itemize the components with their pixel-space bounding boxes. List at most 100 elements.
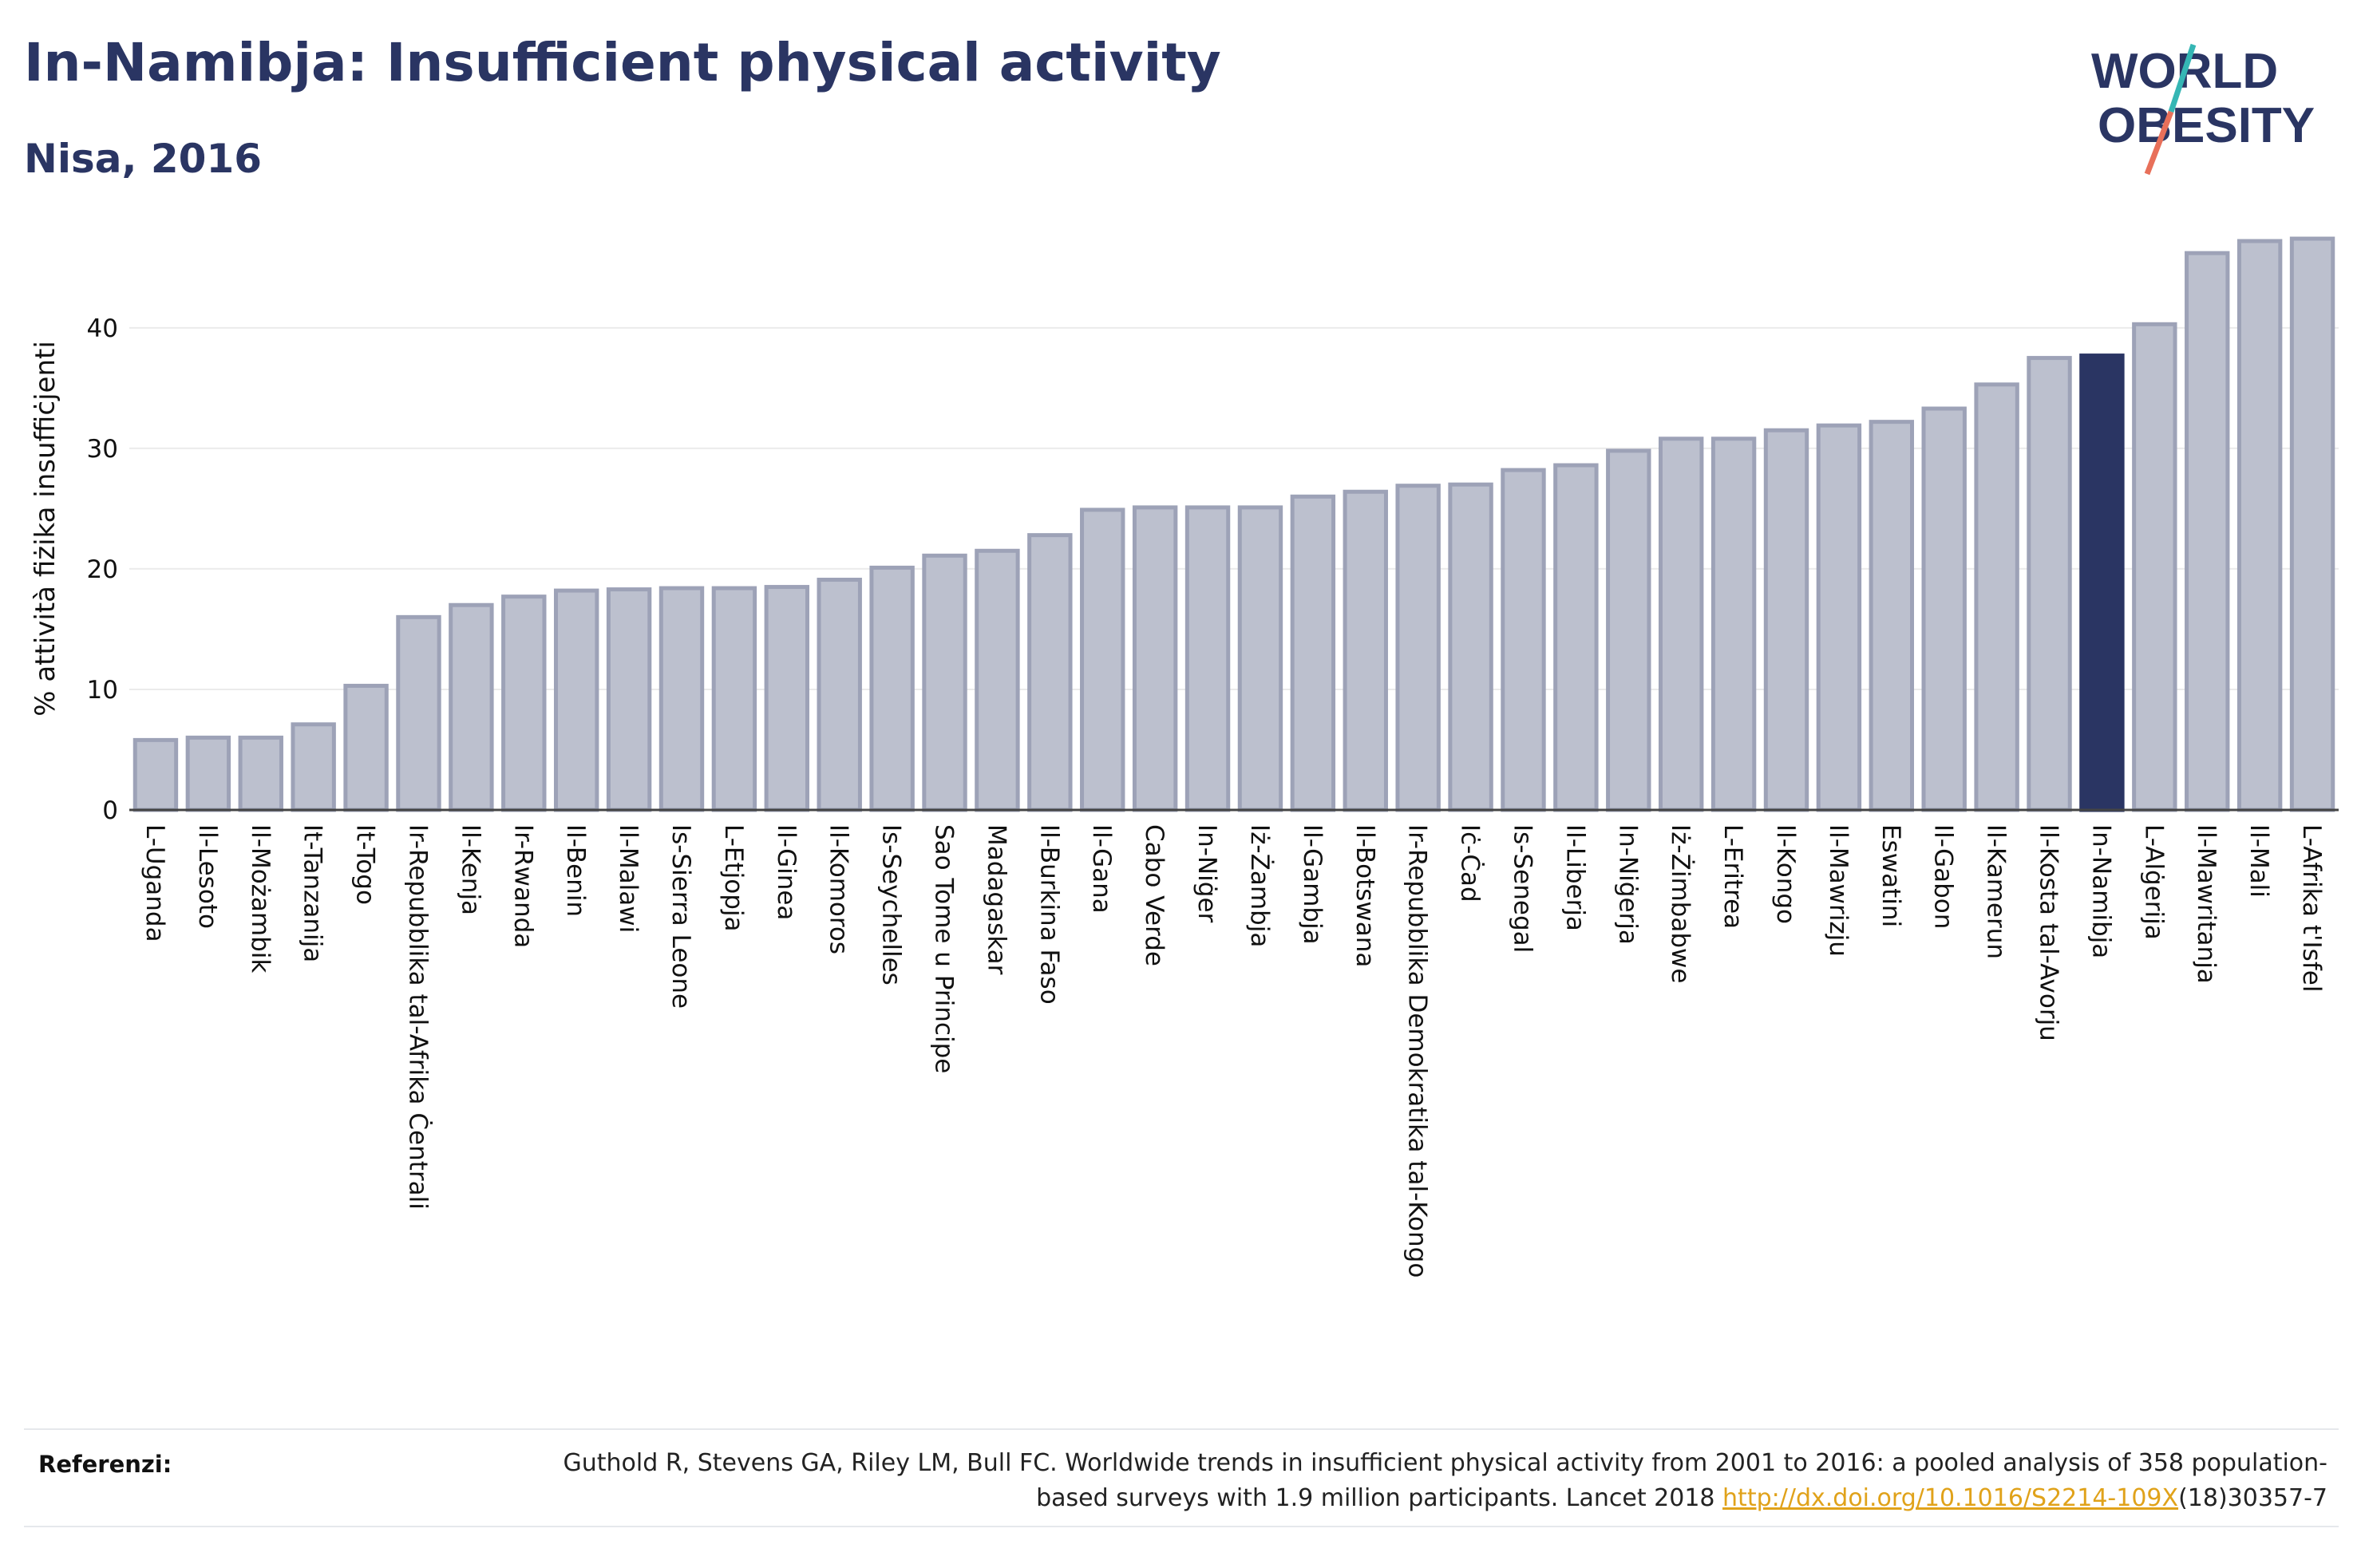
x-tick-label: It-Togo [351, 824, 380, 905]
bar [449, 602, 494, 812]
bar [2079, 353, 2125, 812]
bar [1974, 382, 2019, 812]
x-tick-label: Il-Botswana [1351, 824, 1379, 967]
bar [711, 586, 757, 812]
x-tick-label: Cabo Verde [1140, 824, 1169, 966]
x-tick-label: In-Niġer [1192, 824, 1221, 923]
bar [2236, 239, 2283, 812]
logo-slash-coral [2144, 110, 2174, 176]
bar [396, 614, 441, 812]
bar [1184, 505, 1231, 812]
bar [1869, 420, 1915, 812]
x-tick-label: Il-Mawritanja [2192, 824, 2221, 984]
x-tick-label: Iċ-Ċad [1456, 824, 1485, 902]
x-tick-label: Is-Senegal [1508, 824, 1536, 953]
x-tick-label: Il-Mawrizju [1824, 824, 1853, 957]
bar [1606, 448, 1651, 812]
x-tick-label: In-Namibja [2086, 824, 2115, 958]
bar [291, 722, 336, 812]
x-tick-label: L-Eritrea [1718, 824, 1747, 929]
bar [1343, 489, 1388, 812]
x-tick-label: L-Etjopja [719, 824, 748, 932]
x-tick-label: L-Uganda [140, 824, 169, 942]
bar [1395, 484, 1441, 812]
footer-divider-top [24, 1428, 2339, 1430]
footer-divider-bottom [24, 1526, 2339, 1527]
bar [1132, 505, 1178, 812]
x-tick-label: Il-Kongo [1771, 824, 1800, 924]
bar [817, 578, 862, 812]
x-tick-label: L-Alġerija [2139, 824, 2168, 940]
x-tick-label: Il-Kamerun [1982, 824, 2011, 959]
bar [132, 737, 179, 812]
bar [658, 586, 705, 812]
x-tick-label: Ir-Rwanda [508, 824, 537, 948]
references-text: Guthold R, Stevens GA, Riley LM, Bull FC… [492, 1446, 2327, 1516]
bar-chart: 0 10 20 30 40 % attività fiżika insuffiċjenti… [30, 236, 2339, 1278]
x-tick-label: Il-Gana [1087, 824, 1116, 914]
y-tick-label: 10 [87, 676, 118, 705]
y-tick-label: 30 [87, 435, 118, 464]
x-tick-label: Il-Mali [2244, 824, 2273, 898]
y-tick-label: 40 [87, 314, 118, 343]
x-tick-label: Il-Kenja [456, 824, 484, 915]
x-tick-label: Il-Burkina Faso [1034, 824, 1063, 1005]
x-tick-label: Il-Liberja [1560, 824, 1589, 931]
chart-subtitle: Nisa, 2016 [24, 136, 263, 182]
bar [1027, 533, 1073, 812]
x-tick-label: Is-Sierra Leone [666, 824, 695, 1009]
x-tick-label: Il-Benin [561, 824, 590, 917]
bar [2289, 236, 2335, 812]
bar [2027, 356, 2072, 812]
bar [1501, 468, 1546, 812]
x-tick-label: Il-Komoros [825, 824, 853, 954]
x-tick-label: Il-Gambja [1298, 824, 1327, 945]
bar [1237, 505, 1283, 812]
bar [1763, 428, 1809, 812]
references-label: Referenzi: [38, 1451, 172, 1478]
bar [922, 553, 967, 812]
bar [1710, 436, 1757, 812]
bar [869, 565, 915, 812]
x-tick-label: Il-Gabon [1929, 824, 1958, 929]
chart-title: In-Namibja: Insufficient physical activi… [24, 32, 1221, 93]
x-tick-label: Eswatini [1877, 824, 1905, 927]
bar [606, 587, 652, 812]
y-axis-title: % attività fiżika insuffiċjenti [30, 341, 61, 717]
y-tick-label: 20 [87, 555, 118, 584]
bar [238, 735, 283, 812]
bar [1553, 463, 1599, 812]
x-tick-label: Ir-Repubblika Demokratika tal-Kongo [1403, 824, 1432, 1278]
bar [2132, 322, 2177, 812]
bar [1921, 406, 1967, 812]
bar [501, 594, 547, 812]
x-tick-label: Ir-Repubblika tal-Afrika Ċentrali [403, 824, 433, 1210]
x-tick-label: Il-Kosta tal-Avorju [2035, 824, 2063, 1041]
x-tick-label: Is-Seychelles [877, 824, 906, 985]
x-tick-label: It-Tanzanija [299, 824, 327, 962]
bar [343, 683, 389, 812]
bar [975, 548, 1020, 812]
x-tick-label: Il-Ginea [772, 824, 801, 920]
bar [553, 588, 599, 812]
bar [1080, 508, 1125, 812]
references-doi-link[interactable]: http://dx.doi.org/10.1016/S2214-109X [1722, 1484, 2179, 1512]
bar [1658, 436, 1704, 812]
logo-word-2: OBESITY [2098, 98, 2315, 153]
bar [1290, 494, 1336, 812]
y-tick-label: 0 [102, 796, 118, 825]
x-tick-label: Sao Tome u Principe [930, 824, 959, 1073]
x-tick-label: Il-Lesoto [193, 824, 222, 929]
bar [2185, 251, 2230, 812]
x-tick-label: Iż-Żimbabwe [1666, 824, 1695, 983]
bar [764, 585, 810, 812]
x-tick-label: Il-Malawi [614, 824, 643, 933]
x-tick-label: Madagaskar [982, 824, 1010, 975]
bar [185, 735, 231, 812]
x-tick-label: Iż-Żambja [1245, 824, 1274, 947]
bar [1448, 482, 1493, 812]
references-citation: Guthold R, Stevens GA, Riley LM, Bull FC… [563, 1449, 2327, 1512]
bar [1816, 423, 1862, 812]
logo-slash-teal [2168, 43, 2197, 113]
references-citation-suffix: (18)30357-7 [2178, 1484, 2327, 1512]
